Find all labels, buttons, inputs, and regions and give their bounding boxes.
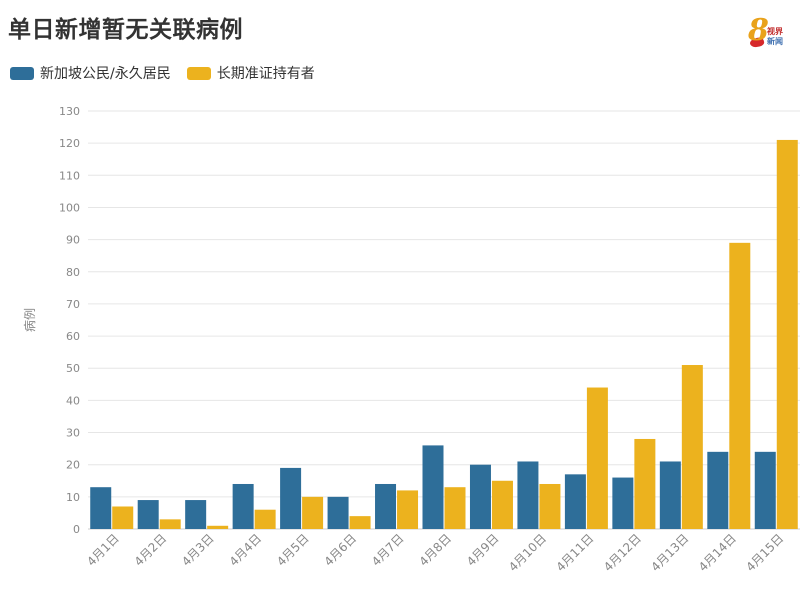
x-tick-label-1: 4月2日: [132, 531, 170, 569]
bar-series-0-2: [185, 500, 207, 529]
logo-digit: 8: [748, 13, 769, 48]
bar-series-0-4: [280, 467, 302, 529]
bar-series-1-10: [586, 387, 608, 529]
y-tick-label-0: 0: [73, 523, 80, 536]
bar-series-0-3: [232, 483, 254, 529]
y-tick-label-20: 20: [66, 459, 80, 472]
bar-series-1-8: [491, 480, 513, 529]
x-tick-label-13: 4月14日: [696, 531, 739, 574]
x-tick-label-7: 4月8日: [416, 531, 454, 569]
y-tick-label-50: 50: [66, 362, 80, 375]
logo-text-bottom: 新闻: [767, 37, 783, 46]
legend-swatch-series-0: [10, 66, 34, 80]
x-tick-label-9: 4月10日: [506, 531, 549, 574]
logo: 8 视界 新闻: [748, 16, 788, 54]
bar-series-0-6: [375, 483, 397, 529]
bar-series-0-12: [659, 461, 681, 529]
y-axis-label: 病例: [22, 308, 37, 332]
x-tick-label-8: 4月9日: [464, 531, 502, 569]
x-tick-label-5: 4月6日: [322, 531, 360, 569]
y-tick-label-130: 130: [59, 105, 80, 118]
bar-series-0-7: [422, 445, 444, 529]
y-tick-label-90: 90: [66, 234, 80, 247]
x-tick-label-4: 4月5日: [274, 531, 312, 569]
x-tick-label-0: 4月1日: [84, 531, 122, 569]
legend-item-series-1[interactable]: 长期准证持有者: [186, 63, 315, 83]
legend: 新加坡公民/永久居民 长期准证持有者: [10, 63, 331, 83]
bar-series-1-14: [776, 139, 798, 529]
bar-series-1-11: [634, 438, 656, 529]
bar-series-1-7: [444, 487, 466, 529]
y-tick-label-30: 30: [66, 427, 80, 440]
bar-series-1-1: [159, 519, 181, 529]
bar-series-1-2: [207, 525, 229, 529]
x-tick-label-14: 4月15日: [743, 531, 786, 574]
bar-series-1-13: [729, 242, 751, 530]
x-tick-label-2: 4月3日: [179, 531, 217, 569]
legend-item-series-0[interactable]: 新加坡公民/永久居民: [10, 63, 171, 83]
legend-label-series-1: 长期准证持有者: [216, 66, 315, 82]
bar-series-1-4: [302, 496, 324, 529]
bar-series-1-6: [397, 490, 419, 529]
bar-series-1-12: [681, 365, 703, 529]
bar-series-0-11: [612, 477, 634, 529]
bar-series-1-3: [254, 509, 276, 529]
y-tick-label-40: 40: [66, 394, 80, 407]
bar-series-1-0: [112, 506, 134, 529]
y-tick-label-100: 100: [59, 201, 80, 214]
bar-series-1-5: [349, 516, 371, 529]
bar-series-0-1: [137, 500, 159, 529]
bar-series-1-9: [539, 483, 561, 529]
x-tick-label-12: 4月13日: [648, 531, 691, 574]
x-tick-label-3: 4月4日: [227, 531, 265, 569]
y-tick-label-10: 10: [66, 491, 80, 504]
y-tick-label-120: 120: [59, 137, 80, 150]
bar-series-0-9: [517, 461, 539, 529]
bar-series-0-14: [754, 451, 776, 529]
logo-text-top: 视界: [767, 27, 783, 36]
y-tick-label-60: 60: [66, 330, 80, 343]
bar-series-0-5: [327, 496, 349, 529]
x-tick-label-10: 4月11日: [553, 531, 596, 574]
x-tick-label-11: 4月12日: [601, 531, 644, 574]
bar-series-0-8: [469, 464, 491, 529]
x-tick-label-6: 4月7日: [369, 531, 407, 569]
y-tick-label-70: 70: [66, 298, 80, 311]
bar-series-0-13: [707, 451, 729, 529]
bar-series-0-10: [564, 474, 586, 529]
chart-title: 单日新增暂无关联病例: [8, 17, 243, 43]
bar-series-0-0: [90, 487, 112, 529]
legend-label-series-0: 新加坡公民/永久居民: [40, 66, 171, 82]
y-tick-label-110: 110: [59, 169, 80, 182]
y-tick-label-80: 80: [66, 266, 80, 279]
legend-swatch-series-1: [186, 66, 211, 80]
